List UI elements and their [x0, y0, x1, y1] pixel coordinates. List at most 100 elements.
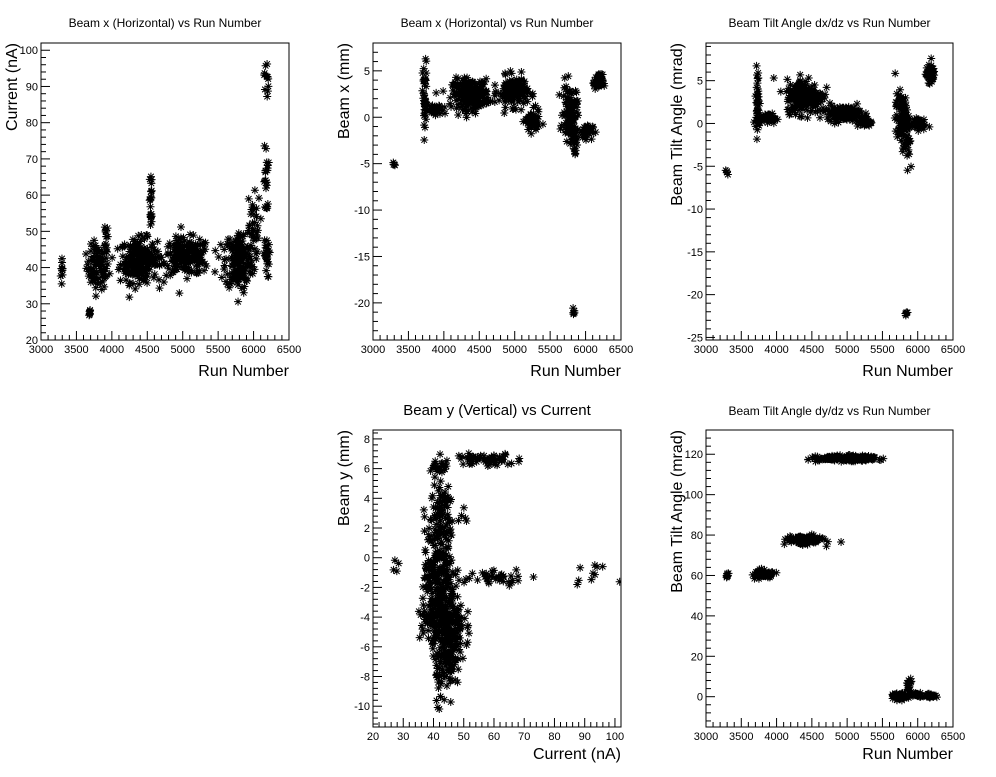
x-tick-label: 6500 [941, 344, 965, 356]
x-tick-label: 3500 [729, 731, 753, 743]
x-tick-label: 90 [579, 731, 591, 743]
y-axis-label: Beam x (mm) [336, 43, 353, 139]
y-axis-label: Current (nA) [4, 43, 21, 131]
y-tick-label: 8 [364, 434, 370, 446]
x-axis-label: Run Number [530, 363, 621, 380]
data-cluster-6 [555, 72, 583, 148]
y-tick-label: -10 [687, 204, 703, 216]
y-tick-label: 80 [26, 118, 38, 130]
x-tick-label: 100 [606, 731, 624, 743]
x-tick-label: 3500 [729, 344, 753, 356]
y-axis-label: Beam y (mm) [336, 430, 353, 526]
data-cluster-4 [490, 67, 537, 118]
data-cluster-0 [56, 254, 67, 288]
x-tick-label: 4500 [800, 731, 824, 743]
x-tick-label: 4000 [764, 731, 788, 743]
data-cluster-9 [432, 696, 444, 714]
x-tick-label: 5500 [870, 344, 894, 356]
x-tick-label: 5000 [835, 344, 859, 356]
y-tick-label: 80 [691, 530, 703, 542]
x-tick-label: 6500 [277, 344, 301, 356]
y-tick-label: -20 [687, 290, 703, 302]
x-axis-label: Run Number [862, 363, 953, 380]
y-tick-label: -6 [360, 642, 370, 654]
x-tick-label: 6500 [941, 731, 965, 743]
y-tick-label: 5 [697, 76, 703, 88]
y-tick-label: -15 [354, 251, 370, 263]
panel-tilt-dxdz-vs-run: Beam Tilt Angle dx/dz vs Run Number 3000 3… [669, 16, 965, 380]
x-tick-label: 50 [458, 731, 470, 743]
chart-title: Beam Tilt Angle dy/dz vs Run Number [728, 404, 930, 418]
data-points [721, 54, 939, 320]
y-tick-label: 100 [20, 45, 38, 57]
data-cluster-0 [389, 158, 399, 170]
data-cluster-4 [804, 450, 888, 466]
x-tick-label: 5500 [206, 344, 230, 356]
y-tick-label: 20 [691, 651, 703, 663]
x-tick-label: 60 [488, 731, 500, 743]
data-cluster-9 [906, 114, 934, 135]
chart-title: Beam y (Vertical) vs Current [403, 402, 591, 419]
data-cluster-7 [389, 556, 403, 576]
data-points [56, 60, 274, 320]
x-tick-label: 3000 [694, 731, 718, 743]
x-tick-label: 5000 [835, 731, 859, 743]
x-tick-label: 6000 [905, 731, 929, 743]
y-tick-label: 0 [364, 112, 370, 124]
chart-title: Beam x (Horizontal) vs Run Number [401, 16, 594, 30]
data-cluster-7 [901, 131, 916, 175]
y-tick-label: -8 [360, 672, 370, 684]
x-tick-label: 6000 [573, 344, 597, 356]
y-tick-label: 70 [26, 154, 38, 166]
y-tick-label: 120 [685, 449, 703, 461]
x-tick-label: 80 [548, 731, 560, 743]
y-tick-label: 30 [26, 299, 38, 311]
data-cluster-8 [569, 304, 579, 319]
data-cluster-3 [100, 223, 112, 250]
x-tick-label: 4000 [100, 344, 124, 356]
y-tick-label: 60 [26, 190, 38, 202]
plot-frame [705, 429, 954, 728]
x-tick-label: 4000 [764, 344, 788, 356]
y-tick-label: 4 [364, 493, 370, 505]
plot-frame [372, 429, 622, 728]
data-cluster-6 [146, 209, 156, 230]
data-points [389, 54, 609, 319]
x-axis-label: Current (nA) [533, 746, 621, 763]
data-cluster-9 [572, 121, 600, 144]
x-axis-label: Run Number [862, 746, 953, 763]
x-tick-label: 5500 [870, 731, 894, 743]
data-cluster-3 [432, 73, 499, 122]
x-axis-label: Run Number [198, 363, 289, 380]
data-cluster-2 [432, 617, 467, 707]
data-cluster-8 [901, 308, 912, 320]
y-tick-label: -2 [360, 582, 370, 594]
x-tick-label: 5500 [538, 344, 562, 356]
data-cluster-2 [755, 568, 781, 582]
data-cluster-5 [519, 101, 547, 138]
data-cluster-0 [721, 166, 732, 179]
chart-title: Beam Tilt Angle dx/dz vs Run Number [728, 16, 930, 30]
data-cluster-2 [81, 236, 114, 301]
data-cluster-3 [427, 450, 457, 553]
panel-current-vs-run: Beam x (Horizontal) vs Run Number 3000 350… [4, 16, 301, 380]
x-tick-label: 5000 [170, 344, 194, 356]
y-tick-label: -5 [360, 159, 370, 171]
y-tick-label: -20 [354, 298, 370, 310]
data-cluster-1 [751, 61, 764, 144]
y-tick-label: -10 [354, 205, 370, 217]
panel-tilt-dydz-vs-run: Beam Tilt Angle dy/dz vs Run Number 3000 3… [669, 404, 965, 763]
y-tick-label: -5 [693, 161, 703, 173]
x-tick-label: 3500 [396, 344, 420, 356]
x-tick-label: 4000 [432, 344, 456, 356]
data-cluster-8 [416, 594, 437, 637]
data-cluster-11 [260, 141, 273, 213]
x-tick-label: 4500 [467, 344, 491, 356]
data-cluster-1 [85, 306, 95, 320]
data-cluster-5 [145, 172, 156, 211]
data-points [722, 450, 941, 705]
x-tick-label: 40 [427, 731, 439, 743]
data-cluster-10 [259, 236, 274, 281]
data-cluster-4 [815, 99, 870, 128]
